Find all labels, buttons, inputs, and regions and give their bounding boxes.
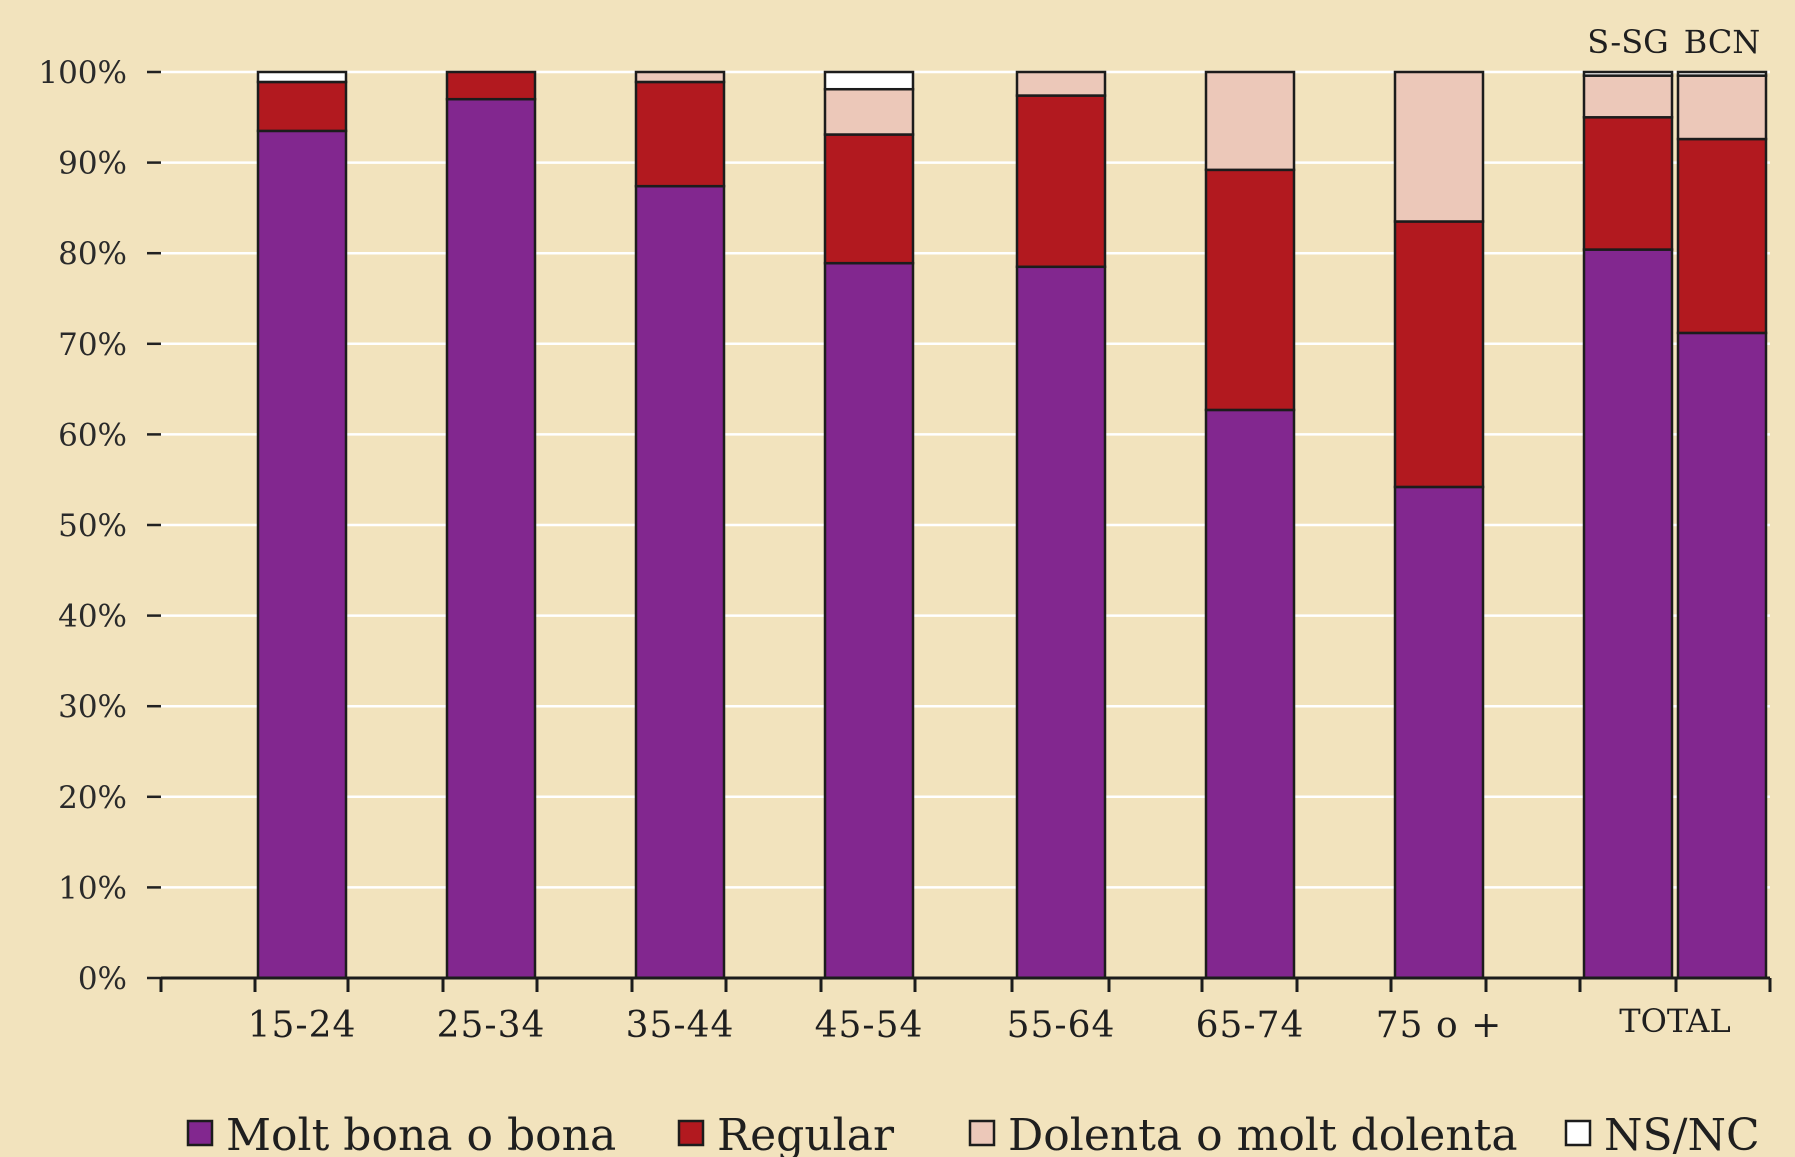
bar-segment-45-54-ns-nc: [823, 70, 915, 91]
y-tick-label: 40%: [58, 599, 127, 635]
bar-segment-65-74-regular: [1204, 168, 1296, 412]
bar-segment-s-sg-molt-bona-o-bona: [1582, 248, 1674, 980]
legend-label: Molt bona o bona: [226, 1110, 616, 1157]
y-tick-label: 0%: [78, 961, 127, 997]
bar-segment-s-sg-dolenta-o-molt-dolenta: [1582, 74, 1674, 119]
legend: Molt bona o bona Regular Dolenta o molt do…: [186, 1110, 1760, 1157]
x-axis: 15-24 25-34 35-44 45-54 55-64 65-74 75 o + TOTA…: [159, 976, 1772, 1046]
bar-segment-15-24-molt-bona-o-bona: [256, 129, 348, 980]
bar-segment-s-sg-ns-nc: [1582, 70, 1674, 77]
bar-segment-15-24-regular: [256, 80, 348, 133]
bar-segment-45-54-molt-bona-o-bona: [823, 261, 915, 980]
bar-segment-65-74-molt-bona-o-bona: [1204, 408, 1296, 980]
bar-segment-25-34-molt-bona-o-bona: [445, 97, 537, 980]
bar-top-label: S-SG: [1587, 23, 1668, 61]
y-tick-label: 90%: [58, 146, 127, 182]
bar-segment-75-o-dolenta-o-molt-dolenta: [1393, 70, 1485, 223]
x-tick-label: 55-64: [1007, 1005, 1116, 1046]
x-tick-label: 15-24: [248, 1005, 357, 1046]
y-tick-label: 30%: [58, 689, 127, 725]
bar-segment-55-64-dolenta-o-molt-dolenta: [1015, 70, 1107, 97]
bar-segment-s-sg-regular: [1582, 116, 1674, 251]
bar-segment-bcn-regular: [1676, 137, 1768, 335]
bar-segment-35-44-regular: [634, 80, 726, 188]
bar-segment-bcn-ns-nc: [1676, 70, 1768, 77]
y-tick-label: 70%: [58, 327, 127, 363]
bar-segment-65-74-dolenta-o-molt-dolenta: [1204, 70, 1296, 172]
y-tick-label: 20%: [58, 780, 127, 816]
legend-swatch-regular: [677, 1119, 705, 1147]
x-tick-label: 25-34: [437, 1005, 546, 1046]
x-tick-label: 65-74: [1196, 1005, 1305, 1046]
legend-label: Dolenta o molt dolenta: [1008, 1110, 1518, 1157]
x-tick-label: 75 o +: [1376, 1005, 1503, 1046]
bar-segment-bcn-dolenta-o-molt-dolenta: [1676, 74, 1768, 141]
bar-segment-55-64-regular: [1015, 94, 1107, 269]
legend-swatch-molt-bona-o-bona: [186, 1119, 214, 1147]
bar-segment-55-64-molt-bona-o-bona: [1015, 265, 1107, 980]
x-tick-label-total: TOTAL: [1619, 1002, 1731, 1040]
y-tick-label: 60%: [58, 417, 127, 453]
bar-segment-45-54-regular: [823, 133, 915, 265]
bar-segment-45-54-dolenta-o-molt-dolenta: [823, 87, 915, 136]
bar-segment-bcn-molt-bona-o-bona: [1676, 331, 1768, 980]
y-tick-label: 80%: [58, 236, 127, 272]
bar-top-label: BCN: [1684, 23, 1761, 61]
x-tick-label: 45-54: [815, 1005, 924, 1046]
bar-segment-15-24-ns-nc: [256, 70, 348, 84]
legend-swatch-ns-nc: [1564, 1119, 1592, 1147]
bar-segment-25-34-regular: [445, 70, 537, 101]
legend-label: Regular: [717, 1110, 895, 1157]
bar-segment-75-o-molt-bona-o-bona: [1393, 485, 1485, 980]
y-axis: 0% 10% 20% 30% 40% 50% 60% 70% 80% 90% 100%: [38, 55, 161, 997]
bar-segment-35-44-molt-bona-o-bona: [634, 184, 726, 980]
legend-swatch-dolenta-o-molt-dolenta: [968, 1119, 996, 1147]
y-tick-label: 50%: [58, 508, 127, 544]
bar-segment-35-44-dolenta-o-molt-dolenta: [634, 70, 726, 84]
x-tick-label: 35-44: [626, 1005, 735, 1046]
y-tick-label: 10%: [58, 870, 127, 906]
y-tick-label: 100%: [38, 55, 127, 91]
bar-segment-75-o-regular: [1393, 220, 1485, 489]
gridlines: [161, 70, 1770, 889]
bars: [256, 70, 1768, 980]
legend-label: NS/NC: [1604, 1110, 1760, 1157]
